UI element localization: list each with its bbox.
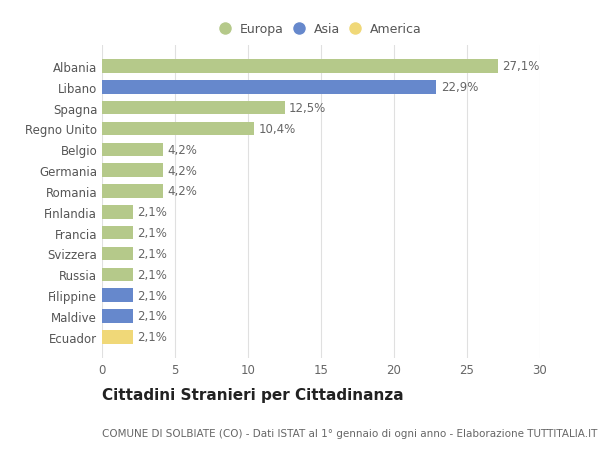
Bar bbox=[102, 81, 436, 95]
Text: 12,5%: 12,5% bbox=[289, 102, 326, 115]
Bar bbox=[102, 143, 163, 157]
Bar bbox=[102, 330, 133, 344]
Bar bbox=[102, 123, 254, 136]
Text: Cittadini Stranieri per Cittadinanza: Cittadini Stranieri per Cittadinanza bbox=[102, 387, 404, 403]
Bar bbox=[102, 206, 133, 219]
Bar bbox=[102, 101, 284, 115]
Text: 2,1%: 2,1% bbox=[137, 268, 167, 281]
Bar bbox=[102, 247, 133, 261]
Text: 2,1%: 2,1% bbox=[137, 289, 167, 302]
Bar bbox=[102, 226, 133, 240]
Text: 2,1%: 2,1% bbox=[137, 310, 167, 323]
Text: 4,2%: 4,2% bbox=[168, 144, 197, 157]
Bar bbox=[102, 60, 497, 73]
Text: 4,2%: 4,2% bbox=[168, 164, 197, 177]
Text: 2,1%: 2,1% bbox=[137, 247, 167, 260]
Bar bbox=[102, 268, 133, 281]
Text: 10,4%: 10,4% bbox=[258, 123, 295, 136]
Text: 2,1%: 2,1% bbox=[137, 206, 167, 219]
Bar bbox=[102, 164, 163, 178]
Text: COMUNE DI SOLBIATE (CO) - Dati ISTAT al 1° gennaio di ogni anno - Elaborazione T: COMUNE DI SOLBIATE (CO) - Dati ISTAT al … bbox=[102, 428, 598, 438]
Bar bbox=[102, 289, 133, 302]
Text: 2,1%: 2,1% bbox=[137, 227, 167, 240]
Text: 4,2%: 4,2% bbox=[168, 185, 197, 198]
Legend: Europa, Asia, America: Europa, Asia, America bbox=[218, 21, 424, 39]
Text: 22,9%: 22,9% bbox=[441, 81, 478, 94]
Text: 2,1%: 2,1% bbox=[137, 330, 167, 344]
Bar bbox=[102, 309, 133, 323]
Bar bbox=[102, 185, 163, 198]
Text: 27,1%: 27,1% bbox=[502, 60, 539, 73]
